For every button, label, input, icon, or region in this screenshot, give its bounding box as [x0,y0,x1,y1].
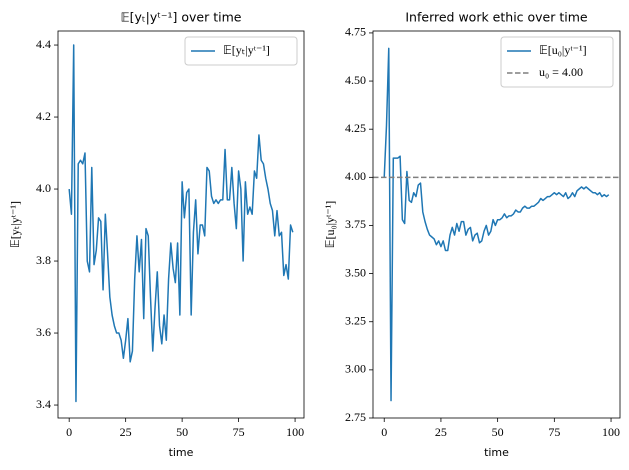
legend-box [184,36,298,66]
x-axis-label: time [484,446,509,459]
y-tick-label: 3.75 [345,217,366,231]
x-axis-label: time [169,446,194,459]
x-tick-label: 0 [381,425,387,439]
panel-title: 𝔼[yₜ|yᵗ⁻¹] over time [121,10,242,25]
y-tick-label: 4.50 [345,73,366,87]
y-tick-label: 4.2 [36,109,51,123]
y-tick-label: 3.25 [345,313,366,327]
y-tick-label: 3.8 [36,253,51,267]
legend-label: u₀ = 4.00 [539,65,583,79]
x-tick-label: 100 [602,425,620,439]
panel-title: Inferred work ethic over time [405,10,588,25]
legend-box [500,36,614,88]
data-line [383,47,610,402]
y-tick-label: 4.00 [345,169,366,183]
axes-frame [372,30,621,419]
y-tick-label: 3.4 [36,397,51,411]
x-tick-label: 50 [492,425,504,439]
x-tick-label: 75 [548,425,560,439]
legend-label: 𝔼[u₀|yᵗ⁻¹] [539,43,587,57]
y-tick-label: 2.75 [345,410,366,424]
x-tick-label: 75 [233,425,245,439]
x-tick-label: 25 [120,425,132,439]
axes-frame [57,30,305,419]
y-tick-label: 3.6 [36,325,51,339]
y-tick-label: 4.4 [36,37,51,51]
y-tick-label: 4.25 [345,121,366,135]
y-tick-label: 3.50 [345,265,366,279]
y-tick-label: 4.75 [345,25,366,39]
x-tick-label: 25 [435,425,447,439]
y-axis-label: 𝔼[yₜ|yᵗ⁻¹] [8,201,22,248]
y-tick-label: 4.0 [36,181,51,195]
x-tick-label: 100 [286,425,304,439]
data-line [68,44,294,403]
x-tick-label: 0 [66,425,72,439]
y-axis-label: 𝔼[u₀|yᵗ⁻¹] [323,201,337,249]
x-tick-label: 50 [176,425,188,439]
legend-label: 𝔼[yₜ|yᵗ⁻¹] [223,43,270,57]
y-tick-label: 3.00 [345,362,366,376]
